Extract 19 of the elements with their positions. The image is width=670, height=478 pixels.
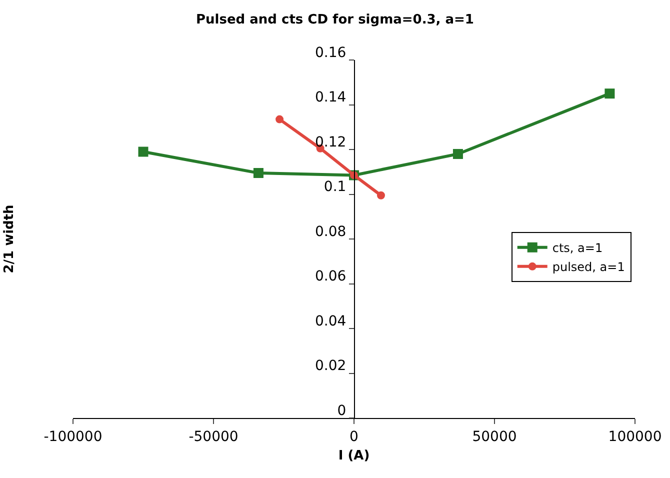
chart-title: Pulsed and cts CD for sigma=0.3, a=1 (196, 12, 474, 28)
y-tick-label: 0.1 (324, 179, 346, 196)
y-tick-label: 0.14 (315, 90, 346, 106)
y-tick-label: 0.02 (315, 358, 346, 374)
y-tick-label: 0.12 (315, 134, 346, 150)
x-tick-label: 50000 (472, 428, 517, 445)
x-tick-label: 0 (350, 428, 358, 445)
x-tick-label: -50000 (188, 428, 238, 445)
y-tick-label: 0.16 (315, 44, 346, 61)
y-tick-label: 0.04 (315, 313, 346, 330)
y-axis-title: 2/1 width (2, 204, 18, 274)
y-tick-label: 0.06 (315, 268, 346, 285)
x-tick-label: -100000 (44, 428, 102, 445)
y-tick-label: 0 (337, 402, 346, 419)
y-tick-label: 0.08 (315, 224, 346, 240)
legend-label: cts, a=1 (552, 241, 603, 256)
legend-label: pulsed, a=1 (552, 260, 625, 274)
x-axis-title: I (A) (338, 448, 370, 464)
x-tick-label: 100000 (608, 428, 662, 445)
